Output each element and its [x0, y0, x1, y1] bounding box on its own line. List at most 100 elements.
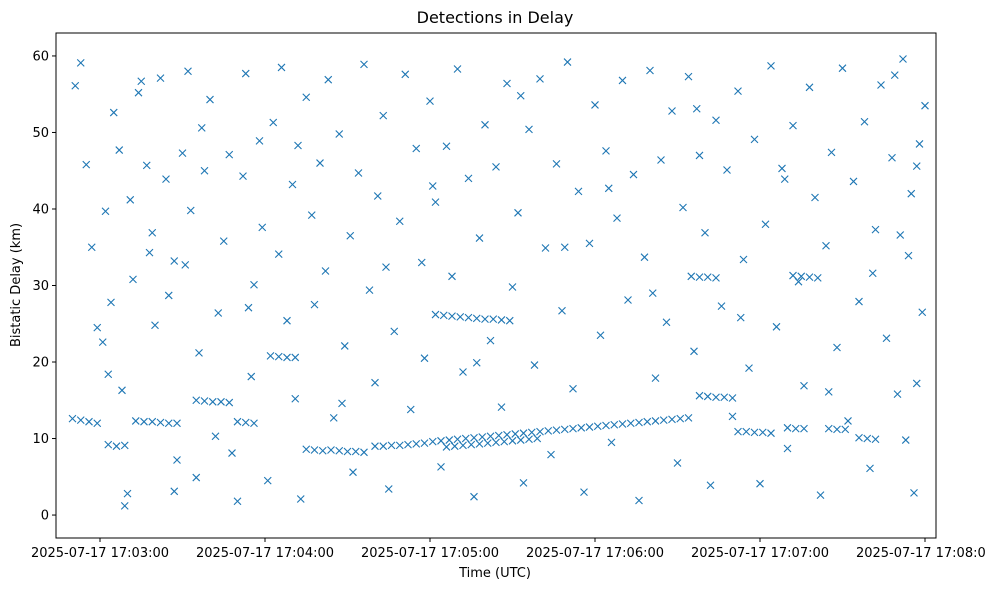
x-tick-label: 2025-07-17 17:07:00	[691, 546, 829, 561]
data-point	[456, 312, 465, 321]
data-point	[497, 316, 506, 324]
data-point	[723, 166, 731, 174]
data-point	[712, 116, 720, 125]
data-point	[467, 440, 476, 449]
data-point	[162, 175, 170, 184]
data-point	[563, 58, 572, 66]
data-point	[459, 368, 467, 376]
data-point	[302, 93, 311, 102]
data-point	[577, 423, 586, 432]
data-point	[420, 354, 429, 363]
data-point	[728, 394, 737, 402]
data-point	[789, 121, 797, 130]
data-point	[844, 417, 852, 425]
data-point	[805, 83, 814, 92]
data-point	[307, 211, 316, 219]
data-point	[544, 426, 553, 435]
data-point	[200, 397, 209, 405]
data-point	[855, 433, 863, 442]
data-point	[717, 302, 726, 311]
data-point	[602, 146, 610, 155]
data-point	[93, 323, 102, 332]
y-tick-label: 50	[32, 126, 49, 141]
data-point	[316, 159, 324, 167]
y-tick-label: 20	[32, 356, 49, 371]
data-point	[211, 432, 220, 441]
data-points-layer	[68, 55, 929, 510]
data-point	[266, 352, 275, 360]
data-point	[283, 353, 291, 362]
data-point	[921, 101, 929, 110]
data-point	[811, 193, 819, 202]
data-point	[651, 417, 660, 425]
data-point	[624, 296, 632, 304]
data-point	[428, 182, 437, 190]
data-point	[560, 243, 569, 252]
data-point	[701, 228, 709, 237]
data-point	[371, 378, 379, 387]
data-point	[401, 70, 410, 79]
data-point	[668, 415, 676, 424]
data-point	[734, 427, 742, 436]
data-point	[219, 237, 228, 246]
data-point	[860, 117, 869, 126]
data-point	[475, 234, 484, 242]
data-point	[379, 111, 388, 120]
data-point	[907, 189, 916, 198]
data-point	[310, 300, 319, 309]
data-point	[547, 450, 555, 459]
data-point	[805, 273, 814, 281]
data-point	[214, 309, 223, 317]
data-point	[450, 442, 459, 451]
y-axis-label: Bistatic Delay (km)	[9, 223, 24, 347]
data-point	[896, 231, 905, 239]
data-point	[417, 258, 426, 267]
data-point	[335, 130, 344, 138]
data-point	[481, 315, 489, 324]
data-point	[910, 488, 918, 497]
data-point	[437, 462, 445, 471]
data-point	[343, 447, 352, 456]
data-point	[866, 464, 874, 473]
data-point	[98, 338, 107, 347]
data-point	[591, 101, 599, 109]
data-point	[131, 417, 140, 425]
data-point	[492, 163, 500, 171]
data-point	[695, 391, 704, 400]
data-point	[373, 192, 382, 200]
data-point	[791, 424, 800, 433]
x-tick-label: 2025-07-17 17:06:00	[526, 546, 664, 561]
data-point	[118, 386, 126, 395]
data-point	[241, 69, 250, 78]
data-point	[651, 374, 660, 382]
data-point	[428, 437, 437, 446]
data-point	[192, 396, 201, 405]
data-point	[767, 429, 775, 438]
data-point	[181, 260, 190, 269]
data-point	[676, 414, 685, 423]
data-point	[662, 318, 671, 327]
data-point	[783, 444, 792, 453]
data-point	[296, 495, 305, 503]
data-point	[453, 65, 462, 73]
data-point	[294, 141, 302, 150]
data-point	[274, 352, 283, 361]
data-point	[868, 269, 877, 278]
data-point	[354, 169, 363, 177]
data-point	[76, 58, 85, 67]
data-point	[109, 108, 118, 117]
x-tick-label: 2025-07-17 17:03:00	[31, 546, 169, 561]
data-point	[827, 148, 836, 157]
data-point	[552, 426, 561, 435]
data-point	[783, 423, 792, 432]
data-point	[481, 120, 489, 129]
data-point	[426, 97, 434, 105]
data-point	[750, 428, 759, 437]
data-point	[76, 416, 85, 425]
data-point	[838, 64, 847, 73]
data-point	[772, 322, 781, 331]
data-point	[758, 428, 767, 437]
data-point	[71, 81, 80, 90]
data-point	[519, 479, 528, 487]
data-point	[585, 423, 594, 431]
